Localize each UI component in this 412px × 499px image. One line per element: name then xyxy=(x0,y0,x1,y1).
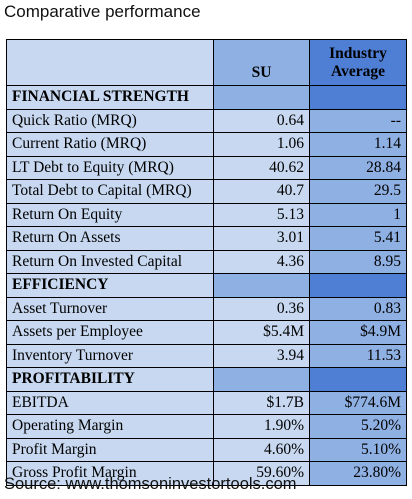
table-row: Asset Turnover 0.36 0.83 xyxy=(6,296,407,321)
section-title: PROFITABILITY xyxy=(6,367,214,392)
industry-value: 28.84 xyxy=(309,155,407,180)
industry-value: $774.6M xyxy=(309,390,407,415)
industry-value: 5.41 xyxy=(309,226,407,251)
industry-value: 1 xyxy=(309,202,407,227)
header-industry-line2: Average xyxy=(331,62,385,80)
metric-label: Quick Ratio (MRQ) xyxy=(6,108,214,133)
section-blank-cell xyxy=(309,85,407,110)
industry-value: 5.20% xyxy=(309,414,407,439)
industry-value: 0.83 xyxy=(309,296,407,321)
section-blank-cell xyxy=(213,85,310,110)
header-industry-line1: Industry xyxy=(329,44,387,62)
su-value: 3.94 xyxy=(213,343,310,368)
table-row: LT Debt to Equity (MRQ) 40.62 28.84 xyxy=(6,155,407,180)
su-value: 1.06 xyxy=(213,132,310,157)
metric-label: Operating Margin xyxy=(6,414,214,439)
industry-value: 29.5 xyxy=(309,179,407,204)
su-value: 0.36 xyxy=(213,296,310,321)
table-row: Inventory Turnover 3.94 11.53 xyxy=(6,343,407,368)
su-value: 40.7 xyxy=(213,179,310,204)
section-row: PROFITABILITY xyxy=(6,367,407,392)
metric-label: Profit Margin xyxy=(6,437,214,462)
su-value: 40.62 xyxy=(213,155,310,180)
su-value: 4.36 xyxy=(213,249,310,274)
su-value: 4.60% xyxy=(213,437,310,462)
industry-value: 5.10% xyxy=(309,437,407,462)
table-row: Current Ratio (MRQ) 1.06 1.14 xyxy=(6,132,407,157)
table-row: EBITDA $1.7B $774.6M xyxy=(6,390,407,415)
su-value: 3.01 xyxy=(213,226,310,251)
section-title: EFFICIENCY xyxy=(6,273,214,298)
section-blank-cell xyxy=(309,367,407,392)
metric-label: Current Ratio (MRQ) xyxy=(6,132,214,157)
metric-label: Total Debt to Capital (MRQ) xyxy=(6,179,214,204)
section-blank-cell xyxy=(213,367,310,392)
su-value: 59.60% xyxy=(213,461,310,486)
metric-label: Assets per Employee xyxy=(6,320,214,345)
table-row: Total Debt to Capital (MRQ) 40.7 29.5 xyxy=(6,179,407,204)
table-row: Return On Equity 5.13 1 xyxy=(6,202,407,227)
metric-label: LT Debt to Equity (MRQ) xyxy=(6,155,214,180)
table-row: Return On Assets 3.01 5.41 xyxy=(6,226,407,251)
table-row: Return On Invested Capital 4.36 8.95 xyxy=(6,249,407,274)
header-su: SU xyxy=(213,39,310,86)
metric-label: Return On Equity xyxy=(6,202,214,227)
industry-value: $4.9M xyxy=(309,320,407,345)
source-note: Source: www.thomsoninvestortools.com xyxy=(4,475,297,493)
metric-label: EBITDA xyxy=(6,390,214,415)
metric-label: Asset Turnover xyxy=(6,296,214,321)
table-row: Quick Ratio (MRQ) 0.64 -- xyxy=(6,108,407,133)
metric-label: Return On Assets xyxy=(6,226,214,251)
metric-label: Return On Invested Capital xyxy=(6,249,214,274)
section-blank-cell xyxy=(309,273,407,298)
section-row: FINANCIAL STRENGTH xyxy=(6,85,407,110)
header-industry-average: Industry Average xyxy=(309,39,407,86)
su-value: $1.7B xyxy=(213,390,310,415)
industry-value: 8.95 xyxy=(309,249,407,274)
table-row: Assets per Employee $5.4M $4.9M xyxy=(6,320,407,345)
header-blank-cell xyxy=(6,39,214,86)
metric-label: Gross Profit Margin xyxy=(6,461,214,486)
table-row: Profit Margin 4.60% 5.10% xyxy=(6,437,407,462)
metric-label: Inventory Turnover xyxy=(6,343,214,368)
industry-value: 1.14 xyxy=(309,132,407,157)
table-row: Gross Profit Margin 59.60% 23.80% xyxy=(6,461,407,486)
table-row: Operating Margin 1.90% 5.20% xyxy=(6,414,407,439)
section-title: FINANCIAL STRENGTH xyxy=(6,85,214,110)
industry-value: -- xyxy=(309,108,407,133)
su-value: $5.4M xyxy=(213,320,310,345)
su-value: 1.90% xyxy=(213,414,310,439)
header-row: SU Industry Average xyxy=(6,39,407,86)
industry-value: 23.80% xyxy=(309,461,407,486)
industry-value: 11.53 xyxy=(309,343,407,368)
su-value: 0.64 xyxy=(213,108,310,133)
section-blank-cell xyxy=(213,273,310,298)
comparison-table: SU Industry Average FINANCIAL STRENGTH Qu… xyxy=(6,39,407,486)
su-value: 5.13 xyxy=(213,202,310,227)
section-row: EFFICIENCY xyxy=(6,273,407,298)
page-title: Comparative performance xyxy=(4,2,201,21)
